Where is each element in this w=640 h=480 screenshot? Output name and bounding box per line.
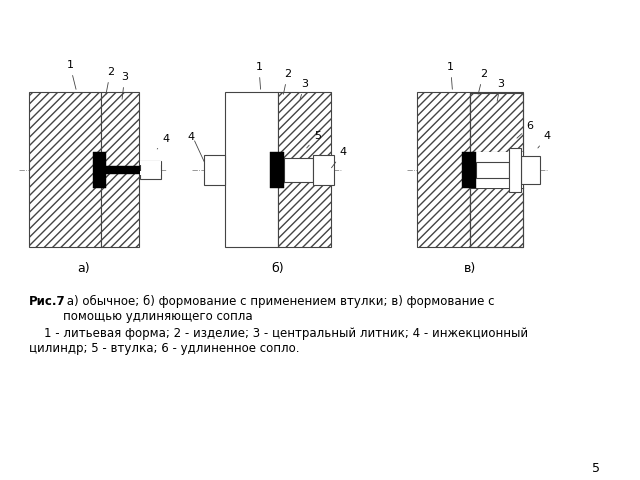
Text: а) обычное; б) формование с применением втулки; в) формование с
помощью удлиняющ: а) обычное; б) формование с применением … [63,295,495,323]
Text: 1: 1 [255,62,262,89]
Bar [225,92,278,247]
Bar [140,161,161,165]
Text: 3: 3 [497,79,504,101]
Bar [462,152,476,188]
Text: 1: 1 [447,62,454,89]
Text: в): в) [464,262,476,275]
Text: 2: 2 [106,67,114,94]
Text: Рис.7: Рис.7 [29,295,65,308]
Bar [417,92,470,247]
Bar [509,148,520,192]
Text: 3: 3 [121,72,128,99]
Bar [312,155,333,185]
Bar [284,158,312,182]
Text: 4: 4 [157,134,170,149]
Text: а): а) [77,262,90,275]
Bar [106,166,140,174]
Text: 4: 4 [332,147,347,168]
Text: 4: 4 [188,132,195,142]
Bar [470,92,522,247]
Text: 1 - литьевая форма; 2 - изделие; 3 - центральный литник; 4 - инжекционный
цилинд: 1 - литьевая форма; 2 - изделие; 3 - цен… [29,327,528,355]
Bar [476,162,509,178]
Bar [140,171,161,175]
Text: 3: 3 [300,79,308,99]
Bar [470,185,522,247]
Bar [520,156,540,184]
Text: 1: 1 [67,60,76,89]
Text: 2: 2 [284,69,291,94]
Bar [204,155,225,185]
Bar [470,93,522,155]
Bar [140,161,161,179]
Text: 6: 6 [517,121,534,138]
Bar [29,92,100,247]
Bar [270,152,284,188]
Text: 5: 5 [307,131,321,148]
Bar [470,152,522,188]
Bar [100,92,139,247]
Text: 4: 4 [538,131,551,148]
Text: 5: 5 [593,461,600,475]
Text: 2: 2 [478,69,487,94]
Bar [93,152,106,188]
Text: б): б) [272,262,284,275]
Bar [278,92,331,247]
